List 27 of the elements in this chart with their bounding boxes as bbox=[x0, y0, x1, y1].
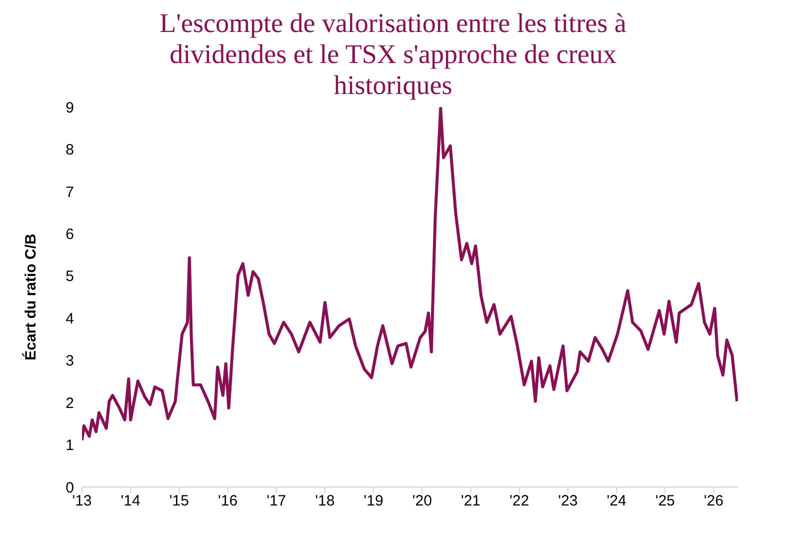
y-tick-label: 9 bbox=[66, 99, 74, 116]
y-tick-label: 4 bbox=[66, 310, 74, 328]
x-tick-label: '19 bbox=[364, 492, 384, 510]
x-tick-label: '26 bbox=[704, 492, 724, 510]
y-tick-label: 6 bbox=[66, 226, 74, 243]
x-tick-label: '14 bbox=[120, 492, 140, 510]
y-tick-label: 5 bbox=[66, 268, 74, 286]
y-tick-label: 2 bbox=[66, 394, 74, 412]
line-series bbox=[82, 107, 738, 442]
x-tick-label: '13 bbox=[72, 492, 92, 510]
y-tick-label: 7 bbox=[66, 184, 74, 201]
x-tick-label: '16 bbox=[218, 492, 238, 510]
y-axis-title: Écart du ratio C/B bbox=[21, 233, 40, 360]
x-tick-label: '24 bbox=[606, 492, 626, 510]
chart-title: L'escompte de valorisation entre les titres à dividendes et le TSX s'approche de creux historiques bbox=[158, 8, 628, 101]
x-tick-label: '20 bbox=[412, 492, 432, 510]
y-tick-label: 8 bbox=[66, 142, 74, 159]
y-tick-label: 3 bbox=[66, 352, 74, 370]
x-tick-label: '23 bbox=[558, 492, 578, 510]
x-tick-label: '18 bbox=[315, 492, 335, 510]
x-tick-label: '22 bbox=[510, 492, 530, 510]
x-tick-label: '15 bbox=[169, 492, 189, 510]
x-tick-label: '21 bbox=[460, 492, 481, 510]
x-tick-label: '17 bbox=[266, 492, 286, 510]
y-tick-label: 1 bbox=[66, 437, 74, 454]
y-tick-label: 0 bbox=[66, 479, 74, 496]
x-tick-label: '25 bbox=[655, 492, 675, 510]
